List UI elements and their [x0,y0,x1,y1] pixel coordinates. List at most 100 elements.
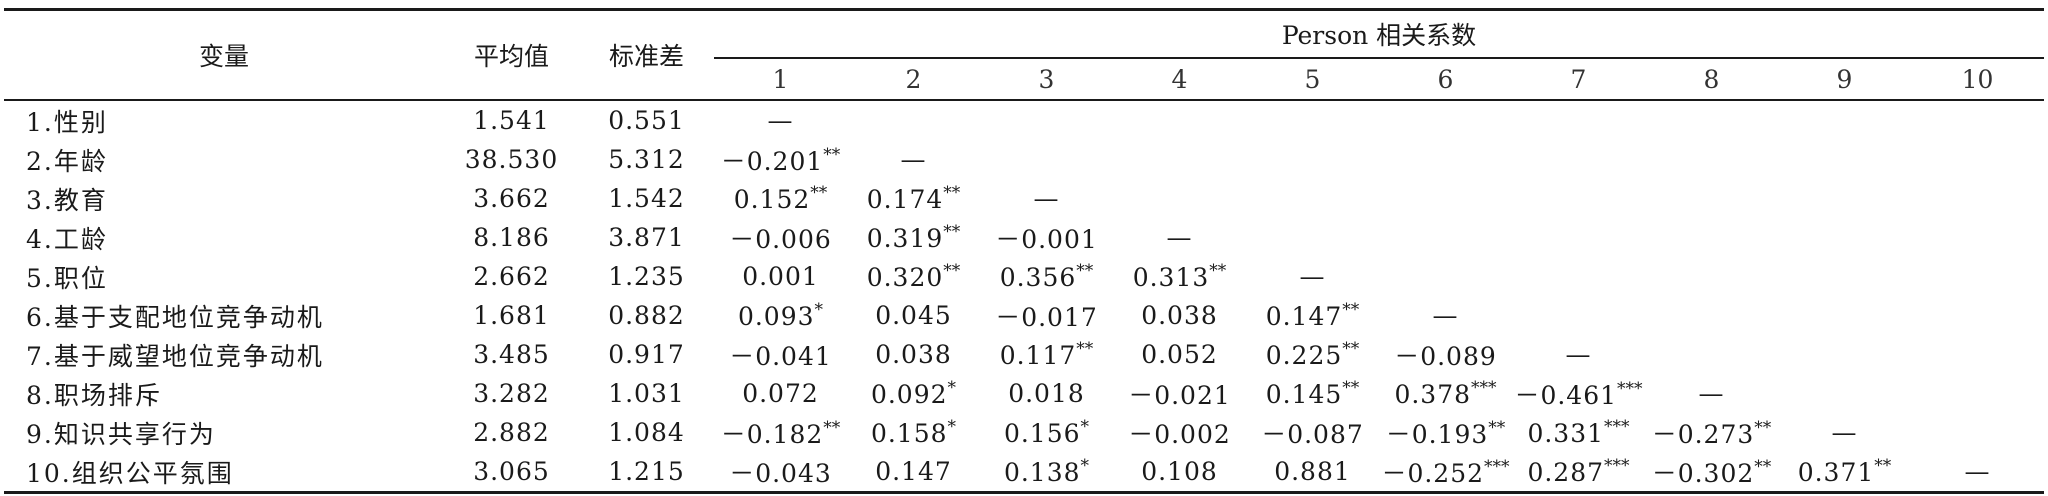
empty-cell [1379,218,1512,257]
table-row: 10.组织公平氛围 3.065 1.215 －0.043 0.147 0.138* 0.10… [4,452,2044,494]
correlation-cell: －0.087 [1261,419,1364,449]
header-col-1: 1 [714,58,847,101]
significance-stars: ** [1754,456,1772,477]
mean-value: 1.681 [473,301,550,330]
table-row: 3.教育 3.662 1.542 0.152** 0.174** — [4,179,2044,218]
variable-label: 10.组织公平氛围 [4,452,444,494]
correlation-cell: 0.092* [870,378,957,409]
empty-cell [1512,296,1645,335]
header-variable: 变量 [4,8,444,101]
correlation-cell: －0.182** [720,417,841,449]
table-row: 6.基于支配地位竞争动机 1.681 0.882 0.093* 0.045 －0.017 0… [4,296,2044,335]
table-row: 7.基于威望地位竞争动机 3.485 0.917 －0.041 0.038 0.117**… [4,335,2044,374]
significance-stars: ** [823,417,841,438]
significance-stars: * [947,378,957,398]
sd-value: 1.084 [608,418,685,447]
sd-value: 3.871 [608,223,685,252]
correlation-cell: －0.017 [995,302,1098,332]
empty-cell [1379,179,1512,218]
correlation-cell: －0.461*** [1514,378,1643,410]
empty-cell [1246,100,1379,140]
variable-label: 8.职场排斥 [26,380,162,410]
header-col-6: 6 [1379,58,1512,101]
correlation-cell: 0.147** [1265,300,1360,331]
significance-stars: ** [1342,339,1360,359]
correlation-cell: －0.001 [995,224,1098,254]
significance-stars: *** [1471,378,1497,398]
header-correlation-group: Person 相关系数 [714,8,2044,59]
header-col-8: 8 [1645,58,1778,101]
correlation-cell: 0.018 [1008,379,1085,408]
significance-stars: *** [1604,417,1630,437]
empty-cell [1512,257,1645,296]
empty-cell [1911,100,2044,140]
correlation-cell: －0.273** [1651,417,1772,449]
mean-value: 3.282 [473,379,550,408]
mean-value: 2.882 [473,418,550,447]
significance-stars: * [1080,456,1090,476]
empty-cell [1778,257,1911,296]
sd-value: 1.542 [608,184,685,213]
empty-cell [1113,179,1246,218]
correlation-cell: — [900,145,927,174]
correlation-cell: — [1299,262,1326,291]
empty-cell [1379,257,1512,296]
sd-value: 5.312 [608,145,685,174]
correlation-cell: — [1033,184,1060,213]
correlation-cell: －0.002 [1128,419,1231,449]
correlation-cell: 0.313** [1132,261,1227,292]
empty-cell [1778,179,1911,218]
table-row: 9.知识共享行为 2.882 1.084 －0.182** 0.158* 0.156* －0… [4,413,2044,452]
correlation-cell: — [1831,418,1858,447]
variable-label: 4.工龄 [26,224,108,254]
correlation-cell: 0.152** [733,183,828,214]
empty-cell [1911,413,2044,452]
header-col-5: 5 [1246,58,1379,101]
variable-label: 9.知识共享行为 [26,419,216,449]
mean-value: 3.485 [473,340,550,369]
significance-stars: ** [1754,417,1772,438]
significance-stars: ** [1488,417,1506,438]
correlation-cell: 0.881 [1246,452,1379,494]
empty-cell [1246,179,1379,218]
correlation-cell: 0.045 [875,301,952,330]
mean-value: 1.541 [473,106,550,135]
header-col-9: 9 [1778,58,1911,101]
correlation-cell: －0.252*** [1379,452,1512,494]
table-row: 5.职位 2.662 1.235 0.001 0.320** 0.356** 0.313**… [4,257,2044,296]
mean-value: 38.530 [464,145,559,174]
correlation-cell: — [767,106,794,135]
empty-cell [980,140,1113,179]
empty-cell [1645,257,1778,296]
empty-cell [1911,257,2044,296]
significance-stars: *** [1604,456,1630,476]
empty-cell [1379,140,1512,179]
significance-stars: ** [823,144,841,165]
empty-cell [1512,218,1645,257]
empty-cell [1246,218,1379,257]
correlation-cell: 0.038 [1141,301,1218,330]
correlation-cell: 0.001 [742,262,819,291]
variable-label: 2.年龄 [26,146,108,176]
header-col-10: 10 [1911,58,2044,101]
sd-value: 0.551 [608,106,685,135]
significance-stars: * [947,417,957,437]
correlation-cell: 0.072 [742,379,819,408]
table-row: 1.性别 1.541 0.551 — [4,100,2044,140]
empty-cell [1512,140,1645,179]
empty-cell [1645,335,1778,374]
header-col-3: 3 [980,58,1113,101]
correlation-cell: 0.138* [980,452,1113,494]
empty-cell [1911,140,2044,179]
mean-value: 8.186 [473,223,550,252]
significance-stars: ** [1076,261,1094,281]
header-col-4: 4 [1113,58,1246,101]
empty-cell [1113,140,1246,179]
sd-value: 0.882 [608,301,685,330]
correlation-cell: 0.117** [999,339,1094,370]
header-col-7: 7 [1512,58,1645,101]
correlation-cell: －0.006 [729,224,832,254]
correlation-cell: 0.319** [866,222,961,253]
empty-cell [1645,100,1778,140]
header-col-2: 2 [847,58,980,101]
